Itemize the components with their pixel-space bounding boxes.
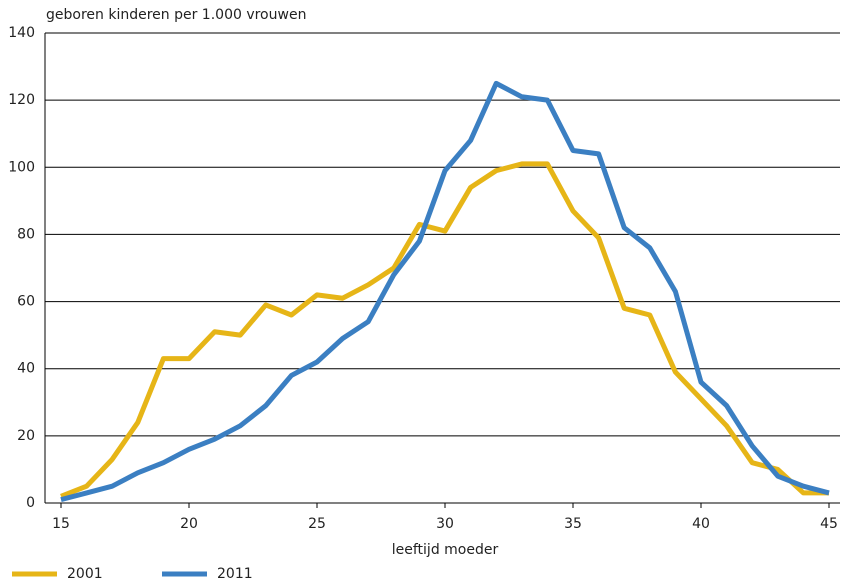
y-tick-label: 20 <box>17 428 35 444</box>
y-tick-label: 100 <box>8 159 35 175</box>
y-tick-label: 120 <box>8 92 35 108</box>
y-tick-label: 140 <box>8 25 35 41</box>
x-axis-label: leeftijd moeder <box>392 542 499 558</box>
y-tick-label: 0 <box>26 495 35 511</box>
y-tick-label: 40 <box>17 361 35 377</box>
y-tick-label: 80 <box>17 226 35 242</box>
x-tick-label: 25 <box>308 516 326 532</box>
x-tick-label: 15 <box>52 516 70 532</box>
legend-label: 2001 <box>67 566 103 582</box>
x-tick-label: 40 <box>692 516 710 532</box>
data-line <box>60 161 829 499</box>
x-tick-label: 45 <box>820 516 838 532</box>
x-tick-label: 35 <box>564 516 582 532</box>
y-axis-label: geboren kinderen per 1.000 vrouwen <box>46 7 306 23</box>
y-tick-label: 60 <box>17 294 35 310</box>
x-tick-label: 30 <box>436 516 454 532</box>
x-tick-label: 20 <box>180 516 198 532</box>
legend-label: 2011 <box>217 566 253 582</box>
data-line <box>60 80 830 503</box>
